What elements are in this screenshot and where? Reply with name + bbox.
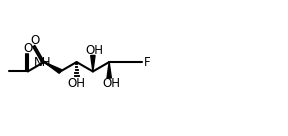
Text: NH: NH	[34, 56, 52, 69]
Polygon shape	[44, 62, 61, 73]
Text: OH: OH	[68, 78, 86, 90]
Text: O: O	[30, 34, 39, 47]
Text: O: O	[23, 42, 32, 55]
Polygon shape	[91, 55, 95, 71]
Text: F: F	[144, 56, 151, 69]
Text: OH: OH	[102, 78, 120, 90]
Polygon shape	[107, 62, 111, 78]
Text: OH: OH	[86, 44, 104, 57]
